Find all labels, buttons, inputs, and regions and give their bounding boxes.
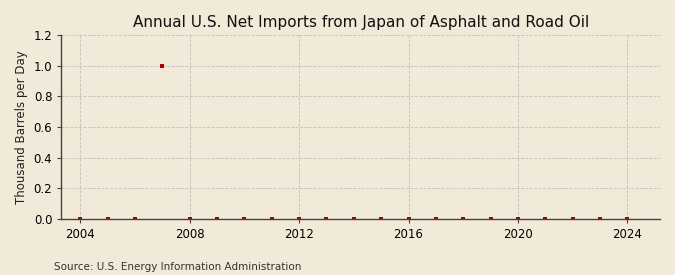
Y-axis label: Thousand Barrels per Day: Thousand Barrels per Day bbox=[15, 50, 28, 204]
Title: Annual U.S. Net Imports from Japan of Asphalt and Road Oil: Annual U.S. Net Imports from Japan of As… bbox=[132, 15, 589, 30]
Text: Source: U.S. Energy Information Administration: Source: U.S. Energy Information Administ… bbox=[54, 262, 301, 272]
